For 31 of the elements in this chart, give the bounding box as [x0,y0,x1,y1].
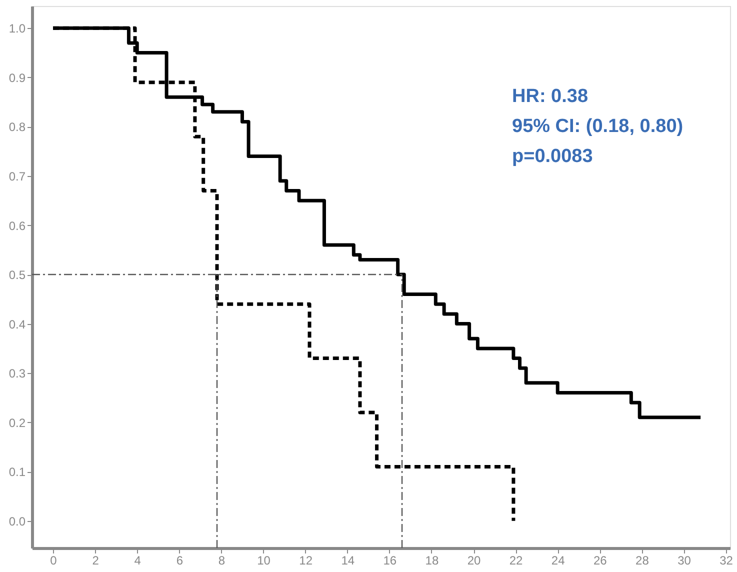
y-tick-label: 0.0 [8,514,26,528]
y-tick-label: 0.5 [8,268,26,282]
y-tick-label: 0.4 [8,317,26,332]
y-tick-label: 0.2 [8,416,26,430]
x-tick-label: 32 [720,554,734,568]
x-tick-label: 24 [551,554,566,568]
annotation: p=0.0083 [512,146,593,167]
x-tick-label: 28 [636,554,650,568]
x-tick-label: 0 [50,554,58,568]
y-tick-label: 0.7 [8,169,26,184]
x-tick-label: 8 [218,554,226,568]
y-tick-label: 0.8 [8,120,26,134]
y-tick-label: 1.0 [8,22,26,36]
x-tick-label: 30 [678,554,692,568]
y-tick-label: 0.1 [8,465,26,480]
x-tick-label: 20 [467,554,481,568]
x-tick-label: 14 [341,554,355,568]
x-tick-label: 6 [176,554,184,568]
y-tick-label: 0.9 [8,70,26,85]
x-tick-label: 2 [92,554,100,568]
x-tick-label: 26 [593,554,608,568]
y-tick-label: 0.6 [8,218,26,233]
annotation: HR: 0.38 [512,86,588,107]
x-tick-label: 10 [257,554,271,568]
x-tick-label: 18 [425,554,439,568]
y-tick-label: 0.3 [8,366,26,381]
x-tick-label: 12 [299,554,313,568]
annotation: 95% CI: (0.18, 0.80) [512,116,684,137]
x-tick-label: 22 [509,554,524,568]
x-tick-label: 4 [134,554,142,568]
x-tick-label: 16 [383,554,397,568]
